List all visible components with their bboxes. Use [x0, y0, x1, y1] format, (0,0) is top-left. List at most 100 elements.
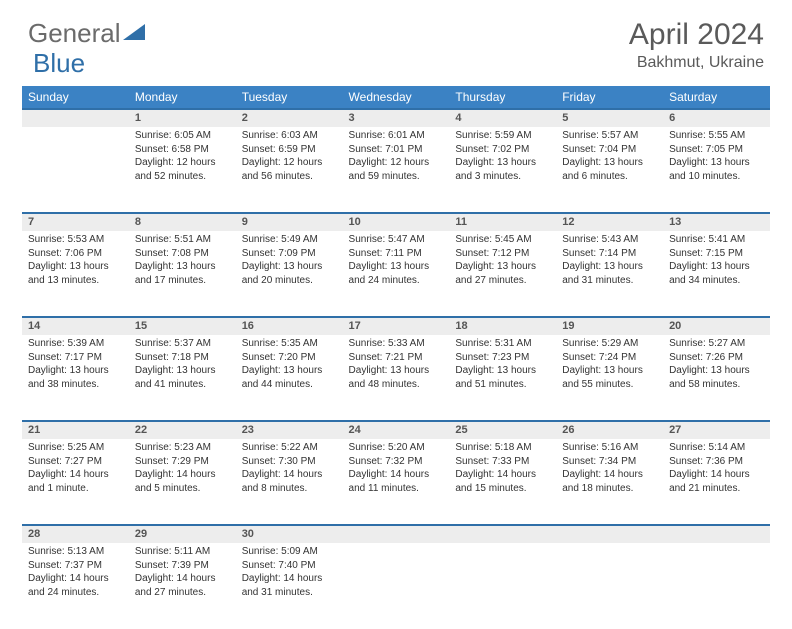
sunrise-line: Sunrise: 5:23 AM — [135, 441, 230, 455]
sunrise-line: Sunrise: 6:03 AM — [242, 129, 337, 143]
sunset-line: Sunset: 7:05 PM — [669, 143, 764, 157]
day-number-cell: 9 — [236, 213, 343, 231]
day-content-cell: Sunrise: 6:05 AMSunset: 6:58 PMDaylight:… — [129, 127, 236, 213]
day-number-row: 282930 — [22, 525, 770, 543]
sunset-line: Sunset: 7:09 PM — [242, 247, 337, 261]
daylight-line: Daylight: 13 hours and 51 minutes. — [455, 364, 550, 391]
sunrise-line: Sunrise: 5:14 AM — [669, 441, 764, 455]
daylight-line: Daylight: 13 hours and 27 minutes. — [455, 260, 550, 287]
day-number-cell: 24 — [343, 421, 450, 439]
sunset-line: Sunset: 7:26 PM — [669, 351, 764, 365]
sunrise-line: Sunrise: 5:57 AM — [562, 129, 657, 143]
daylight-line: Daylight: 12 hours and 52 minutes. — [135, 156, 230, 183]
sunrise-line: Sunrise: 5:09 AM — [242, 545, 337, 559]
sunrise-line: Sunrise: 6:01 AM — [349, 129, 444, 143]
sunset-line: Sunset: 7:39 PM — [135, 559, 230, 573]
sunset-line: Sunset: 6:59 PM — [242, 143, 337, 157]
day-number-row: 14151617181920 — [22, 317, 770, 335]
daylight-line: Daylight: 13 hours and 6 minutes. — [562, 156, 657, 183]
day-content-row: Sunrise: 5:39 AMSunset: 7:17 PMDaylight:… — [22, 335, 770, 421]
sunrise-line: Sunrise: 5:59 AM — [455, 129, 550, 143]
sunrise-line: Sunrise: 5:43 AM — [562, 233, 657, 247]
weekday-header-row: Sunday Monday Tuesday Wednesday Thursday… — [22, 86, 770, 109]
daylight-line: Daylight: 13 hours and 31 minutes. — [562, 260, 657, 287]
day-number-cell: 7 — [22, 213, 129, 231]
day-content-cell: Sunrise: 5:09 AMSunset: 7:40 PMDaylight:… — [236, 543, 343, 629]
daylight-line: Daylight: 14 hours and 31 minutes. — [242, 572, 337, 599]
page-title: April 2024 — [629, 18, 764, 52]
day-number-cell: 3 — [343, 109, 450, 127]
day-number-cell: 2 — [236, 109, 343, 127]
sunset-line: Sunset: 7:06 PM — [28, 247, 123, 261]
weekday-header: Wednesday — [343, 86, 450, 109]
day-number-cell: 15 — [129, 317, 236, 335]
daylight-line: Daylight: 13 hours and 38 minutes. — [28, 364, 123, 391]
day-content-cell: Sunrise: 5:47 AMSunset: 7:11 PMDaylight:… — [343, 231, 450, 317]
sunset-line: Sunset: 7:24 PM — [562, 351, 657, 365]
logo: General — [28, 18, 149, 49]
day-number-cell: 11 — [449, 213, 556, 231]
day-number-cell: 12 — [556, 213, 663, 231]
day-number-cell: 16 — [236, 317, 343, 335]
day-content-cell: Sunrise: 5:25 AMSunset: 7:27 PMDaylight:… — [22, 439, 129, 525]
sunset-line: Sunset: 7:33 PM — [455, 455, 550, 469]
sunset-line: Sunset: 7:29 PM — [135, 455, 230, 469]
day-content-cell: Sunrise: 5:37 AMSunset: 7:18 PMDaylight:… — [129, 335, 236, 421]
sunset-line: Sunset: 7:02 PM — [455, 143, 550, 157]
day-number-cell: 28 — [22, 525, 129, 543]
day-content-cell: Sunrise: 5:43 AMSunset: 7:14 PMDaylight:… — [556, 231, 663, 317]
sunset-line: Sunset: 7:17 PM — [28, 351, 123, 365]
sunrise-line: Sunrise: 5:41 AM — [669, 233, 764, 247]
day-content-cell: Sunrise: 5:49 AMSunset: 7:09 PMDaylight:… — [236, 231, 343, 317]
day-content-cell: Sunrise: 5:45 AMSunset: 7:12 PMDaylight:… — [449, 231, 556, 317]
day-content-cell: Sunrise: 6:03 AMSunset: 6:59 PMDaylight:… — [236, 127, 343, 213]
sunrise-line: Sunrise: 5:18 AM — [455, 441, 550, 455]
sunrise-line: Sunrise: 5:35 AM — [242, 337, 337, 351]
logo-triangle-icon — [123, 18, 149, 49]
day-content-cell: Sunrise: 5:23 AMSunset: 7:29 PMDaylight:… — [129, 439, 236, 525]
day-number-cell: 1 — [129, 109, 236, 127]
day-content-cell — [663, 543, 770, 629]
sunset-line: Sunset: 7:20 PM — [242, 351, 337, 365]
day-number-cell: 27 — [663, 421, 770, 439]
weekday-header: Sunday — [22, 86, 129, 109]
sunrise-line: Sunrise: 5:51 AM — [135, 233, 230, 247]
sunset-line: Sunset: 6:58 PM — [135, 143, 230, 157]
day-content-cell: Sunrise: 5:35 AMSunset: 7:20 PMDaylight:… — [236, 335, 343, 421]
day-content-cell: Sunrise: 5:31 AMSunset: 7:23 PMDaylight:… — [449, 335, 556, 421]
daylight-line: Daylight: 14 hours and 18 minutes. — [562, 468, 657, 495]
sunrise-line: Sunrise: 5:20 AM — [349, 441, 444, 455]
day-number-cell: 6 — [663, 109, 770, 127]
sunrise-line: Sunrise: 5:37 AM — [135, 337, 230, 351]
sunrise-line: Sunrise: 5:29 AM — [562, 337, 657, 351]
day-number-row: 123456 — [22, 109, 770, 127]
sunset-line: Sunset: 7:01 PM — [349, 143, 444, 157]
sunset-line: Sunset: 7:14 PM — [562, 247, 657, 261]
day-number-cell — [556, 525, 663, 543]
day-number-cell: 4 — [449, 109, 556, 127]
day-number-cell — [343, 525, 450, 543]
day-number-cell: 20 — [663, 317, 770, 335]
sunrise-line: Sunrise: 5:13 AM — [28, 545, 123, 559]
day-number-cell: 23 — [236, 421, 343, 439]
day-content-cell: Sunrise: 5:59 AMSunset: 7:02 PMDaylight:… — [449, 127, 556, 213]
daylight-line: Daylight: 13 hours and 13 minutes. — [28, 260, 123, 287]
daylight-line: Daylight: 14 hours and 21 minutes. — [669, 468, 764, 495]
day-number-cell: 8 — [129, 213, 236, 231]
day-content-cell: Sunrise: 5:22 AMSunset: 7:30 PMDaylight:… — [236, 439, 343, 525]
day-content-cell: Sunrise: 5:55 AMSunset: 7:05 PMDaylight:… — [663, 127, 770, 213]
day-content-cell — [556, 543, 663, 629]
sunset-line: Sunset: 7:15 PM — [669, 247, 764, 261]
sunrise-line: Sunrise: 5:25 AM — [28, 441, 123, 455]
day-number-cell — [22, 109, 129, 127]
day-number-cell: 19 — [556, 317, 663, 335]
day-content-cell — [22, 127, 129, 213]
day-number-cell: 26 — [556, 421, 663, 439]
day-number-cell: 25 — [449, 421, 556, 439]
daylight-line: Daylight: 13 hours and 3 minutes. — [455, 156, 550, 183]
day-content-cell: Sunrise: 5:13 AMSunset: 7:37 PMDaylight:… — [22, 543, 129, 629]
daylight-line: Daylight: 13 hours and 17 minutes. — [135, 260, 230, 287]
sunrise-line: Sunrise: 5:22 AM — [242, 441, 337, 455]
sunrise-line: Sunrise: 5:31 AM — [455, 337, 550, 351]
day-content-cell — [449, 543, 556, 629]
